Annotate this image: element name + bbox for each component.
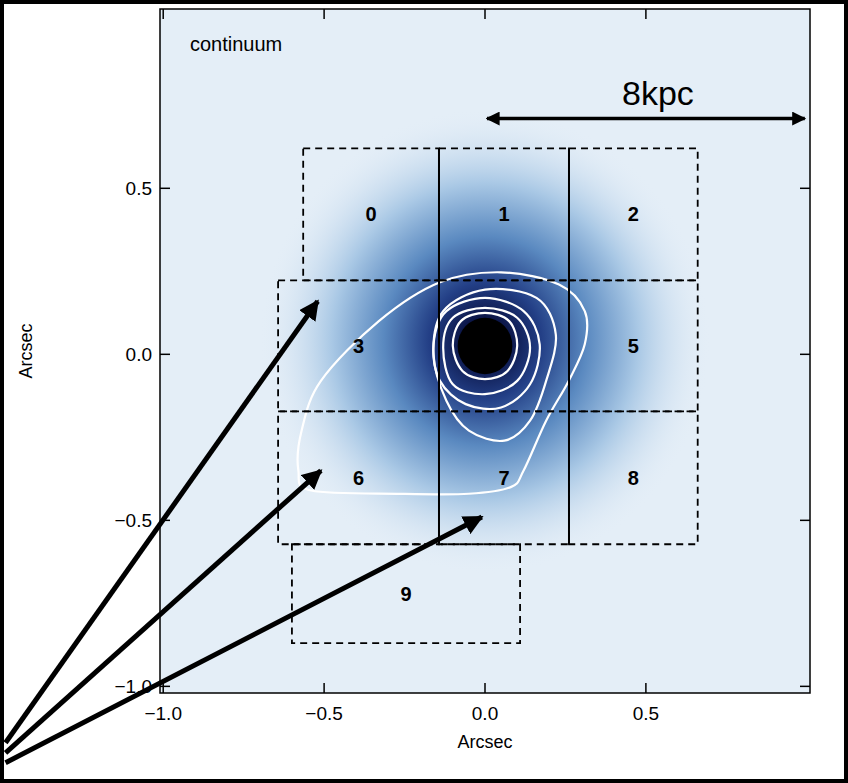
y-tick bbox=[160, 354, 170, 356]
x-axis-label: Arcsec bbox=[457, 732, 512, 752]
x-tick bbox=[484, 683, 486, 693]
x-tick-top bbox=[484, 9, 486, 19]
region-box bbox=[278, 280, 439, 411]
region-box bbox=[439, 280, 569, 411]
region-box bbox=[278, 411, 439, 544]
pointer-arrow bbox=[6, 301, 318, 743]
scale-bar-label: 8kpc bbox=[622, 74, 694, 112]
region-label: 5 bbox=[628, 335, 639, 357]
x-tick bbox=[323, 683, 325, 693]
region-box bbox=[569, 280, 698, 411]
peak bbox=[458, 318, 513, 374]
region-label: 0 bbox=[366, 203, 377, 225]
y-tick bbox=[160, 686, 170, 688]
figure-border bbox=[2, 2, 846, 781]
contour bbox=[443, 308, 530, 394]
x-tick-top bbox=[162, 9, 164, 19]
y-tick-label: −0.5 bbox=[114, 510, 152, 531]
x-tick-label: 0.0 bbox=[472, 703, 498, 724]
region-label: 8 bbox=[628, 467, 639, 489]
region-label: 7 bbox=[498, 467, 509, 489]
y-tick-right bbox=[800, 520, 810, 522]
plot-area bbox=[160, 9, 810, 693]
contour bbox=[433, 289, 556, 441]
pointer-arrow bbox=[6, 471, 321, 753]
region-label: 3 bbox=[353, 335, 364, 357]
figure: 012356789−1.0−0.50.00.5−1.0−0.50.00.5Arc… bbox=[0, 0, 848, 783]
region-box bbox=[292, 544, 520, 643]
y-tick bbox=[160, 188, 170, 190]
y-tick-right bbox=[800, 354, 810, 356]
y-tick-right bbox=[800, 686, 810, 688]
x-tick-top bbox=[323, 9, 325, 19]
x-tick bbox=[162, 683, 164, 693]
contour bbox=[453, 313, 517, 379]
image-background bbox=[160, 9, 810, 693]
panel-title: continuum bbox=[190, 33, 282, 55]
y-tick-label: 0.5 bbox=[126, 178, 152, 199]
region-box bbox=[439, 148, 569, 280]
x-tick-label: −1.0 bbox=[144, 703, 182, 724]
pointer-arrow bbox=[6, 517, 482, 763]
x-tick-top bbox=[645, 9, 647, 19]
divider-line bbox=[438, 148, 440, 544]
region-box bbox=[569, 411, 698, 544]
divider-line bbox=[568, 148, 570, 544]
region-label: 6 bbox=[353, 467, 364, 489]
region-box bbox=[439, 411, 569, 544]
y-axis-label: Arcsec bbox=[16, 323, 36, 378]
x-tick-label: 0.5 bbox=[633, 703, 659, 724]
plot-frame bbox=[160, 9, 810, 693]
y-tick-right bbox=[800, 188, 810, 190]
contour bbox=[298, 272, 588, 494]
region-box bbox=[303, 148, 439, 280]
continuum-source bbox=[260, 109, 710, 574]
region-box bbox=[569, 148, 698, 280]
x-tick bbox=[645, 683, 647, 693]
region-label: 2 bbox=[628, 203, 639, 225]
region-label: 9 bbox=[400, 583, 411, 605]
y-tick-label: 0.0 bbox=[126, 344, 152, 365]
x-tick-label: −0.5 bbox=[305, 703, 343, 724]
region-label: 1 bbox=[498, 203, 509, 225]
scale-bar bbox=[487, 117, 805, 121]
contour bbox=[433, 298, 540, 409]
